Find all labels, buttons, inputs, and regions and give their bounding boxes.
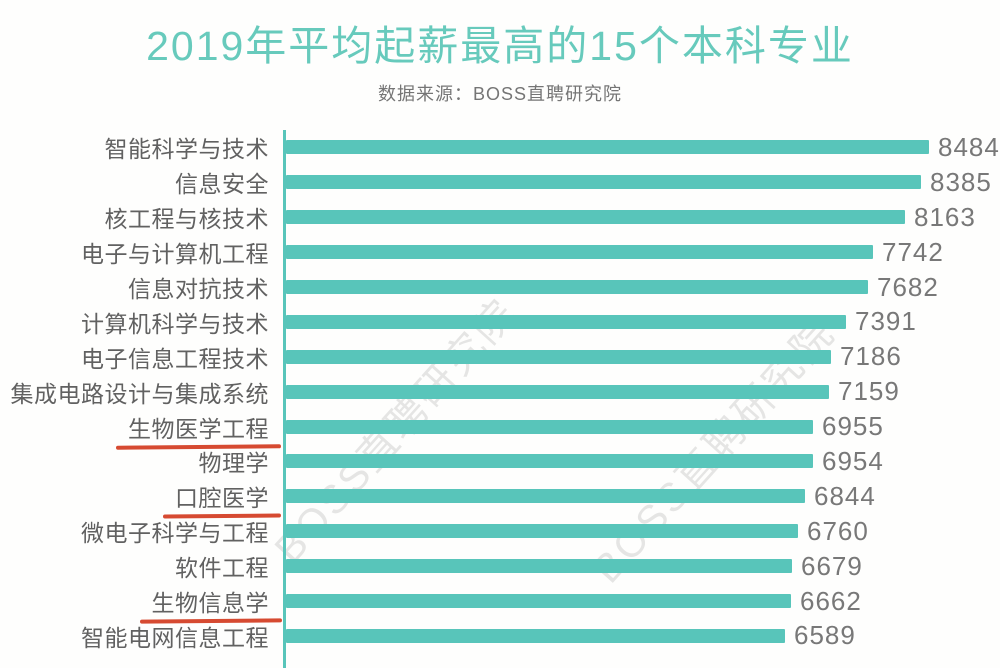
bar: [286, 175, 921, 190]
category-label: 计算机科学与技术: [81, 310, 269, 337]
bar-row: 软件工程 6679: [0, 549, 1000, 584]
category-label: 生物医学工程: [128, 410, 269, 444]
bar-row: 电子与计算机工程 7742: [0, 235, 1000, 270]
bar: [286, 454, 813, 469]
category-label: 智能电网信息工程: [81, 624, 269, 651]
value-label: 6662: [800, 585, 862, 616]
category-label: 电子信息工程技术: [81, 345, 269, 372]
bar: [286, 524, 798, 539]
bar-row: 计算机科学与技术 7391: [0, 304, 1000, 339]
bar: [286, 280, 868, 294]
value-label: 6844: [814, 480, 876, 511]
bar-row: 核工程与核技术 8163: [0, 200, 1000, 235]
bar-row: 智能科学与技术 8484: [0, 130, 1000, 165]
chart-title: 2019年平均起薪最高的15个本科专业: [146, 23, 854, 69]
bar-row: 物理学 6954: [0, 444, 1000, 479]
category-label: 物理学: [198, 450, 269, 477]
bar-row: 微电子科学与工程 6760: [0, 514, 1000, 549]
bar: [286, 628, 785, 643]
bar: [286, 314, 846, 329]
bar: [286, 559, 792, 574]
bar: [286, 489, 805, 504]
bar-rows: 智能科学与技术 8484 信息安全 8385 核工程与核技术 8163: [0, 130, 1000, 653]
category-label: 集成电路设计与集成系统: [10, 380, 269, 407]
value-label: 6589: [794, 620, 856, 651]
bar: [286, 419, 813, 434]
bar-row: 生物信息学 6662: [0, 584, 1000, 619]
bar-row: 智能电网信息工程 6589: [0, 618, 1000, 653]
value-label: 8385: [930, 166, 992, 197]
bar: [286, 594, 791, 609]
value-label: 6679: [801, 550, 863, 581]
category-label: 智能科学与技术: [104, 136, 269, 163]
bar-row: 生物医学工程 6955: [0, 409, 1000, 444]
value-label: 7159: [838, 376, 900, 407]
bar-row: 电子信息工程技术 7186: [0, 339, 1000, 374]
data-source-subtitle: 数据来源：BOSS直聘研究院: [377, 84, 623, 104]
bar: [286, 349, 831, 364]
bar-row: 口腔医学 6844: [0, 479, 1000, 514]
category-label: 电子与计算机工程: [81, 241, 269, 268]
category-label: 生物信息学: [152, 584, 270, 618]
bar: [286, 384, 829, 399]
category-label: 口腔医学: [175, 479, 269, 513]
bar: [286, 140, 929, 155]
value-label: 7391: [855, 306, 917, 337]
value-label: 7742: [882, 236, 944, 267]
bar: [286, 245, 873, 260]
category-label: 核工程与核技术: [104, 206, 269, 233]
category-label: 微电子科学与工程: [81, 520, 269, 547]
value-label: 7682: [877, 271, 939, 302]
value-label: 6760: [807, 515, 869, 546]
bar: [286, 210, 905, 225]
bar-row: 信息对抗技术 7682: [0, 270, 1000, 305]
value-label: 7186: [840, 341, 902, 372]
category-label: 信息对抗技术: [128, 276, 269, 302]
bar-row: 集成电路设计与集成系统 7159: [0, 374, 1000, 409]
value-label: 8163: [914, 201, 976, 232]
y-axis-line: [283, 130, 286, 668]
category-label: 信息安全: [175, 171, 269, 198]
category-label: 软件工程: [175, 555, 269, 582]
bar-row: 信息安全 8385: [0, 165, 1000, 200]
value-label: 6955: [822, 411, 884, 442]
value-label: 8484: [938, 131, 1000, 162]
value-label: 6954: [822, 445, 884, 476]
